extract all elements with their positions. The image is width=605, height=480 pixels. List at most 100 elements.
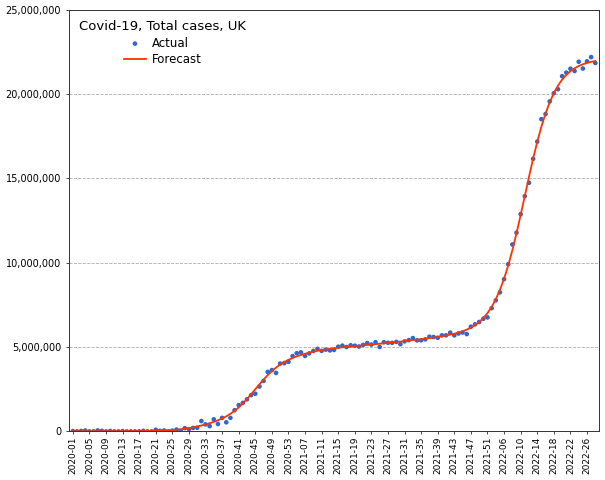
Actual <box>80 427 90 434</box>
Actual <box>362 339 372 347</box>
Actual <box>259 377 269 385</box>
Actual <box>516 210 526 218</box>
Actual <box>445 329 455 336</box>
Actual <box>549 89 558 97</box>
Actual <box>313 345 322 353</box>
Actual <box>304 349 314 357</box>
Actual <box>483 313 492 321</box>
Actual <box>346 341 356 349</box>
Actual <box>151 426 160 433</box>
Forecast <box>380 340 387 346</box>
Actual <box>288 352 298 360</box>
Actual <box>333 343 343 350</box>
Actual <box>114 428 123 435</box>
Actual <box>93 427 103 434</box>
Actual <box>358 341 368 349</box>
Actual <box>230 407 240 414</box>
Actual <box>176 427 186 435</box>
Actual <box>425 333 434 340</box>
Actual <box>234 401 244 409</box>
Actual <box>275 360 285 367</box>
Actual <box>479 315 488 323</box>
Actual <box>537 115 546 123</box>
Actual <box>512 229 522 237</box>
Actual <box>338 342 347 349</box>
Actual <box>242 396 252 403</box>
Actual <box>292 349 301 357</box>
Actual <box>188 424 198 432</box>
Forecast <box>372 341 379 347</box>
Actual <box>284 358 293 366</box>
Actual <box>454 330 463 337</box>
Actual <box>246 391 256 399</box>
Actual <box>553 85 563 93</box>
Actual <box>97 427 106 435</box>
Actual <box>255 383 264 390</box>
Actual <box>180 424 189 432</box>
Actual <box>325 347 335 354</box>
Actual <box>541 110 551 118</box>
Actual <box>532 138 542 145</box>
Actual <box>574 58 584 66</box>
Forecast <box>554 83 561 88</box>
Actual <box>590 59 600 67</box>
Actual <box>209 416 218 423</box>
Actual <box>72 428 82 435</box>
Actual <box>155 427 165 435</box>
Actual <box>76 427 86 435</box>
Actual <box>159 427 169 434</box>
Forecast <box>94 428 102 434</box>
Actual <box>491 297 500 304</box>
Actual <box>267 366 276 374</box>
Actual <box>101 428 111 435</box>
Actual <box>342 343 352 351</box>
Actual <box>271 369 281 377</box>
Actual <box>582 58 592 65</box>
Actual <box>437 332 446 339</box>
Actual <box>238 399 247 407</box>
Actual <box>375 343 385 351</box>
Actual <box>329 346 339 354</box>
Actual <box>400 337 410 345</box>
Actual <box>391 338 401 346</box>
Actual <box>68 427 77 435</box>
Actual <box>396 340 405 348</box>
Forecast <box>509 247 516 253</box>
Actual <box>172 426 182 433</box>
Actual <box>474 318 484 326</box>
Actual <box>263 368 273 376</box>
Actual <box>309 347 318 355</box>
Actual <box>495 288 505 296</box>
Actual <box>217 414 227 422</box>
Actual <box>317 347 327 355</box>
Actual <box>566 65 575 72</box>
Actual <box>383 339 393 347</box>
Actual <box>118 427 128 435</box>
Actual <box>570 67 580 75</box>
Actual <box>524 179 534 187</box>
Line: Forecast: Forecast <box>73 61 595 432</box>
Actual <box>561 69 571 76</box>
Forecast <box>69 429 76 434</box>
Actual <box>197 417 206 425</box>
Actual <box>201 420 211 428</box>
Forecast <box>592 58 599 64</box>
Actual <box>205 422 215 430</box>
Actual <box>520 192 529 200</box>
Actual <box>213 420 223 428</box>
Actual <box>420 336 430 343</box>
Actual <box>85 428 94 435</box>
Actual <box>545 97 555 105</box>
Actual <box>350 342 359 349</box>
Actual <box>126 428 136 435</box>
Actual <box>300 352 310 360</box>
Actual <box>354 343 364 350</box>
Actual <box>143 428 152 435</box>
Actual <box>367 341 376 348</box>
Actual <box>508 240 517 248</box>
Actual <box>433 334 443 342</box>
Actual <box>250 390 260 397</box>
Actual <box>163 428 173 435</box>
Actual <box>466 323 476 331</box>
Actual <box>487 304 497 312</box>
